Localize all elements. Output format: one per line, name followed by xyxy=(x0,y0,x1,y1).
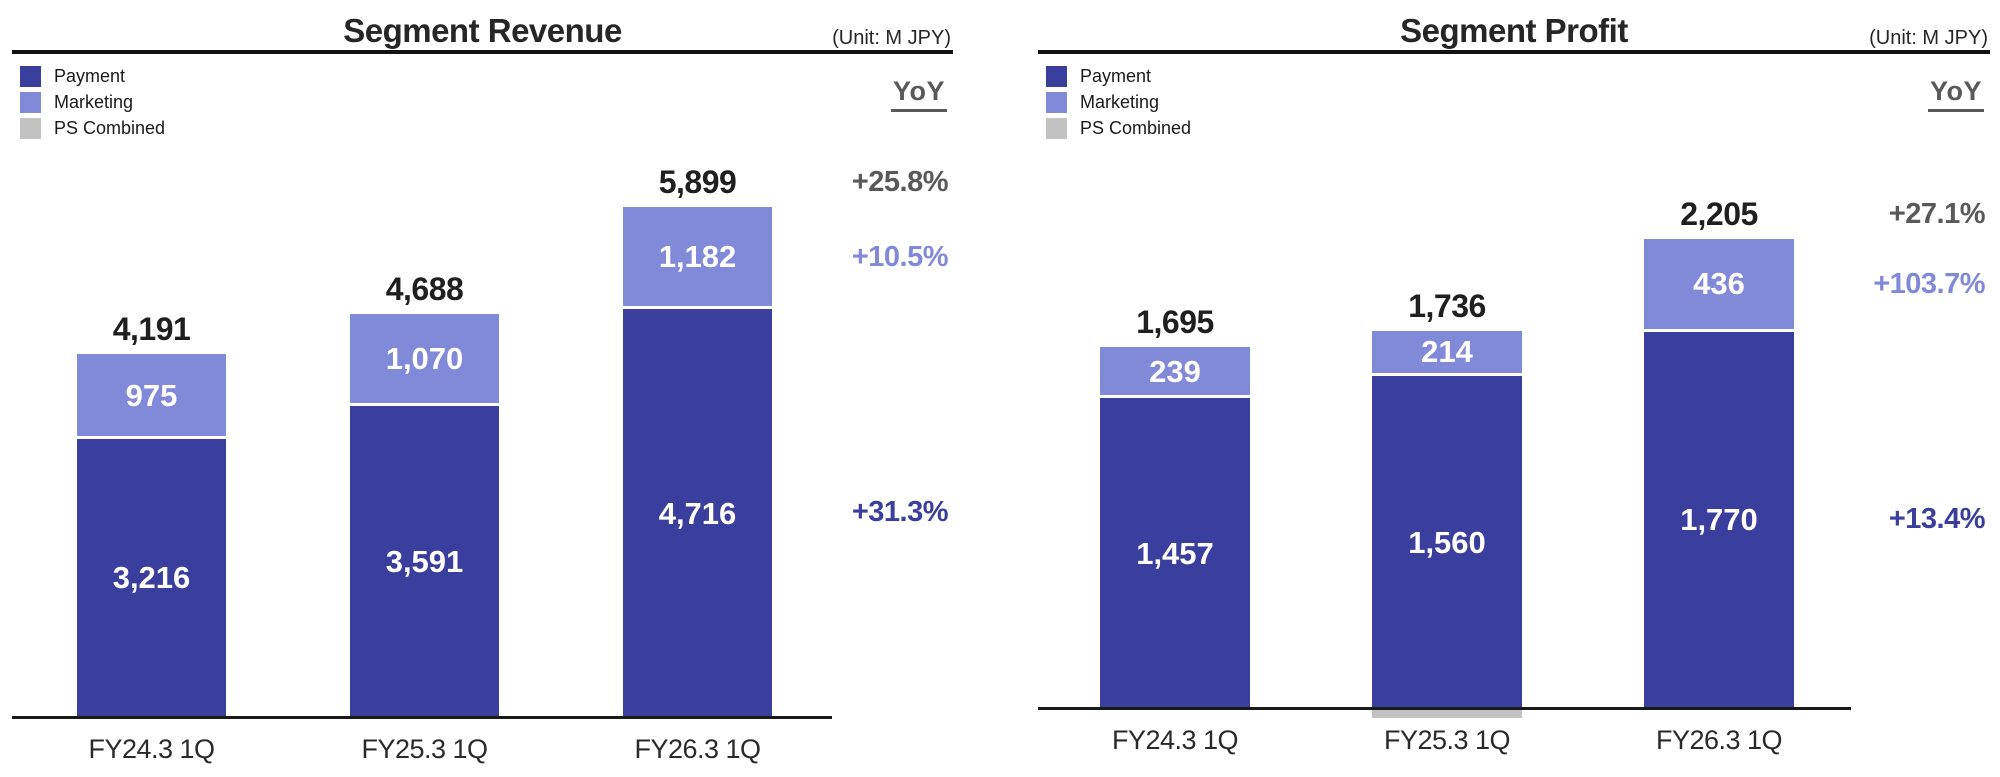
bar-segment-marketing: 214 xyxy=(1372,330,1522,377)
segment-value-label: 1,770 xyxy=(1680,502,1758,538)
header-rule xyxy=(12,50,953,54)
segment-value-label: 239 xyxy=(1149,353,1201,389)
segment-value-label: 3,216 xyxy=(112,560,191,596)
bar-segment-payment: 1,560 xyxy=(1372,376,1522,708)
yoy-value-payment: +13.4% xyxy=(1888,502,1986,535)
bar-total-label: 1,695 xyxy=(1136,304,1214,341)
x-axis-label: FY25.3 1Q xyxy=(1383,725,1511,755)
segment-value-label: 1,560 xyxy=(1408,524,1486,560)
yoy-value-total: +27.1% xyxy=(1888,197,1986,230)
bar-segment-marketing: 436 xyxy=(1644,238,1794,332)
legend-swatch-icon xyxy=(20,65,41,87)
bar-segment-payment: 1,770 xyxy=(1644,331,1794,708)
chart-panel-segment-profit: Segment Profit (Unit: M JPY) Payment Mark… xyxy=(1038,0,1990,777)
bar-segment-payment: 3,591 xyxy=(350,406,499,717)
legend-item-ps-combined: PS Combined xyxy=(20,115,165,141)
legend-swatch-icon xyxy=(1046,91,1067,113)
legend-swatch-icon xyxy=(1046,65,1067,87)
yoy-value-marketing: +103.7% xyxy=(1873,268,1985,301)
yoy-header: YoY xyxy=(890,76,947,112)
bar-total-label: 5,899 xyxy=(658,163,737,200)
unit-label: (Unit: M JPY) xyxy=(832,27,951,49)
segment-value-label: 975 xyxy=(125,377,178,413)
chart-panel-segment-revenue: Segment Revenue (Unit: M JPY) Payment Mar… xyxy=(12,0,953,777)
legend-item-marketing: Marketing xyxy=(1046,89,1191,115)
segment-value-label: 436 xyxy=(1693,266,1745,302)
bar-total-label: 4,688 xyxy=(385,270,464,307)
legend-item-payment: Payment xyxy=(1046,63,1191,89)
chart-title: Segment Profit xyxy=(1400,12,1628,49)
plot-area: 3,216 975 4,191 FY24.3 1Q 3,591 1,070 4,688 FY2… xyxy=(12,0,953,777)
yoy-value-marketing: +10.5% xyxy=(851,240,949,273)
yoy-value-payment: +31.3% xyxy=(851,496,949,529)
unit-label: (Unit: M JPY) xyxy=(1869,27,1988,49)
yoy-header: YoY xyxy=(1927,76,1984,112)
bar-segment-payment: 4,716 xyxy=(623,309,772,717)
x-axis-label: FY24.3 1Q xyxy=(88,734,215,764)
segment-value-label: 4,716 xyxy=(658,495,737,531)
x-axis-line xyxy=(1038,707,1851,710)
legend-swatch-icon xyxy=(1046,117,1067,139)
segment-value-label: 214 xyxy=(1421,334,1473,370)
bar-segment-marketing: 1,070 xyxy=(350,313,499,407)
legend-item-ps-combined: PS Combined xyxy=(1046,115,1191,141)
legend-label: Payment xyxy=(1080,65,1152,86)
segment-value-label: 1,457 xyxy=(1136,535,1214,571)
x-axis-label: FY26.3 1Q xyxy=(634,734,761,764)
bar-total-label: 1,736 xyxy=(1408,287,1486,324)
x-axis-label: FY24.3 1Q xyxy=(1111,725,1239,755)
legend-label: Payment xyxy=(54,65,126,86)
legend-swatch-icon xyxy=(20,117,41,139)
chart-title: Segment Revenue xyxy=(343,12,622,49)
segment-value-label: 1,070 xyxy=(385,341,464,377)
x-axis-line xyxy=(12,716,832,719)
legend-swatch-icon xyxy=(20,91,41,113)
bar-total-label: 4,191 xyxy=(112,311,191,348)
yoy-value-total: +25.8% xyxy=(851,165,949,198)
bar-segment-marketing: 1,182 xyxy=(623,206,772,310)
legend: Payment Marketing PS Combined xyxy=(1046,63,1191,141)
segment-value-label: 1,182 xyxy=(658,238,737,274)
bar-segment-marketing: 239 xyxy=(1100,347,1250,399)
bar-segment-payment: 3,216 xyxy=(77,438,226,717)
yoy-header-wrap: YoY xyxy=(890,76,947,112)
legend-item-payment: Payment xyxy=(20,63,165,89)
header-rule xyxy=(1038,50,1990,54)
x-axis-label: FY26.3 1Q xyxy=(1655,725,1783,755)
legend-label: PS Combined xyxy=(1080,117,1192,138)
legend: Payment Marketing PS Combined xyxy=(20,63,165,141)
segment-value-label: 3,591 xyxy=(385,544,464,580)
bar-segment-payment: 1,457 xyxy=(1100,398,1250,708)
bar-segment-marketing: 975 xyxy=(77,354,226,439)
legend-label: Marketing xyxy=(54,91,134,112)
legend-label: PS Combined xyxy=(54,117,166,138)
yoy-header-wrap: YoY xyxy=(1927,76,1984,112)
legend-label: Marketing xyxy=(1080,91,1160,112)
bar-total-label: 2,205 xyxy=(1680,195,1758,232)
x-axis-label: FY25.3 1Q xyxy=(361,734,488,764)
legend-item-marketing: Marketing xyxy=(20,89,165,115)
bar-segment-ps-combined xyxy=(1372,710,1522,719)
plot-area: 1,457 239 1,695 FY24.3 1Q 1,560 214 1,736 FY25.… xyxy=(1038,0,1990,777)
